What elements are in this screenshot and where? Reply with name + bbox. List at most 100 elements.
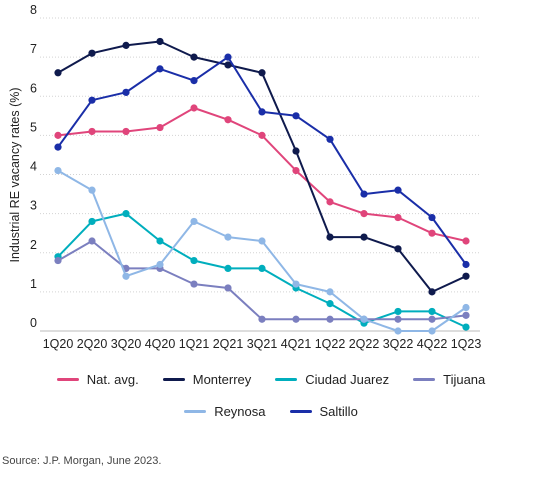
data-point-nat-avg [394, 213, 402, 222]
x-tick-label: 1Q22 [315, 337, 346, 351]
data-point-ciudad-juarez [88, 217, 96, 226]
x-tick-label: 3Q22 [383, 337, 414, 351]
data-point-tijuana [326, 315, 334, 323]
y-tick-label: 1 [30, 277, 37, 291]
data-point-reynosa [394, 327, 402, 335]
data-point-monterrey [462, 272, 470, 280]
x-tick-label: 4Q20 [145, 337, 176, 351]
data-point-reynosa [462, 303, 470, 312]
series-saltillo [54, 53, 470, 269]
x-tick-label: 1Q21 [179, 337, 210, 351]
x-tick-label: 3Q21 [247, 337, 278, 351]
data-point-nat-avg [54, 131, 62, 139]
x-tick-label: 4Q22 [417, 337, 448, 351]
x-tick-label: 4Q21 [281, 337, 312, 351]
data-point-ciudad-juarez [224, 264, 232, 272]
data-point-ciudad-juarez [258, 264, 266, 272]
x-tick-label: 2Q21 [213, 337, 244, 351]
data-point-reynosa [258, 237, 266, 245]
data-point-saltillo [224, 53, 232, 61]
data-point-tijuana [88, 237, 96, 245]
legend-swatch-ciudad-juarez [275, 378, 298, 381]
data-point-saltillo [156, 65, 164, 73]
data-point-ciudad-juarez [156, 237, 164, 245]
series-reynosa [54, 166, 470, 335]
data-point-ciudad-juarez [122, 210, 130, 218]
y-tick-label: 4 [30, 160, 37, 174]
data-point-nat-avg [258, 131, 266, 139]
legend-label-ciudad-juarez: Ciudad Juarez [305, 372, 390, 387]
data-point-monterrey [224, 61, 232, 69]
data-point-saltillo [258, 108, 266, 116]
series-line-saltillo [57, 56, 467, 266]
data-point-nat-avg [190, 104, 198, 112]
data-point-monterrey [190, 53, 198, 61]
y-tick-label: 2 [30, 238, 37, 252]
data-point-monterrey [326, 233, 334, 241]
data-point-ciudad-juarez [326, 300, 334, 308]
y-tick-label: 6 [30, 81, 37, 95]
y-tick-label: 7 [30, 42, 37, 56]
y-tick-label: 5 [30, 120, 37, 134]
x-tick-label: 1Q23 [451, 337, 482, 351]
data-point-ciudad-juarez [394, 307, 402, 316]
data-point-tijuana [190, 280, 198, 288]
x-tick-label: 2Q20 [77, 337, 108, 351]
series-tijuana [54, 237, 470, 323]
data-point-reynosa [224, 233, 232, 241]
data-point-monterrey [258, 69, 266, 77]
data-point-nat-avg [428, 229, 436, 237]
data-point-saltillo [88, 96, 96, 104]
x-tick-label: 3Q20 [111, 337, 142, 351]
legend-item-nat-avg: Nat. avg. [56, 372, 139, 387]
legend-label-saltillo: Saltillo [319, 404, 358, 419]
data-point-saltillo [360, 190, 368, 198]
data-point-saltillo [428, 213, 436, 222]
y-tick-label: 3 [30, 199, 37, 213]
data-point-nat-avg [224, 116, 232, 124]
data-point-monterrey [88, 49, 96, 57]
data-point-reynosa [428, 327, 436, 335]
grid-lines [40, 17, 480, 332]
legend-swatch-tijuana [413, 378, 436, 381]
x-tick-label: 2Q22 [349, 337, 380, 351]
data-point-monterrey [428, 288, 436, 296]
data-point-tijuana [394, 315, 402, 323]
legend-swatch-reynosa [184, 410, 207, 413]
data-point-saltillo [190, 77, 198, 85]
legend-item-monterrey: Monterrey [162, 372, 252, 387]
legend-item-tijuana: Tijuana [413, 372, 485, 387]
data-point-tijuana [54, 256, 62, 265]
x-axis-tick-labels: 1Q20 2Q20 3Q20 4Q20 1Q21 2Q21 3Q21 4Q21 1Q22 2Q22… [43, 337, 482, 351]
data-point-saltillo [54, 143, 62, 151]
series-ciudad-juarez [54, 210, 470, 331]
data-point-tijuana [258, 315, 266, 323]
y-axis-tick-labels: 0 1 2 3 4 5 6 7 8 [30, 3, 37, 330]
y-tick-label: 0 [30, 316, 37, 330]
legend-label-nat-avg: Nat. avg. [86, 372, 139, 387]
legend-label-tijuana: Tijuana [443, 372, 486, 387]
legend-swatch-nat-avg [56, 378, 79, 381]
data-point-reynosa [326, 288, 334, 296]
data-point-ciudad-juarez [462, 323, 470, 331]
y-axis-label: Industrial RE vacancy rates (%) [8, 87, 22, 262]
data-point-tijuana [224, 284, 232, 292]
series-line-monterrey [57, 40, 467, 293]
source-note: Source: J.P. Morgan, June 2023. [2, 455, 162, 467]
legend-label-monterrey: Monterrey [192, 372, 252, 387]
series-nat-avg [54, 104, 470, 245]
data-point-nat-avg [88, 127, 96, 136]
data-point-monterrey [156, 37, 164, 46]
data-point-nat-avg [462, 237, 470, 245]
legend-row-2: Reynosa Saltillo [0, 404, 542, 419]
data-point-nat-avg [292, 166, 300, 175]
legend-swatch-monterrey [162, 378, 185, 381]
y-tick-label: 8 [30, 3, 37, 17]
data-point-monterrey [360, 233, 368, 241]
data-point-tijuana [292, 315, 300, 323]
data-point-saltillo [292, 112, 300, 120]
data-point-reynosa [122, 272, 130, 280]
legend-item-ciudad-juarez: Ciudad Juarez [275, 372, 389, 387]
data-point-monterrey [292, 147, 300, 155]
data-point-tijuana [428, 315, 436, 323]
